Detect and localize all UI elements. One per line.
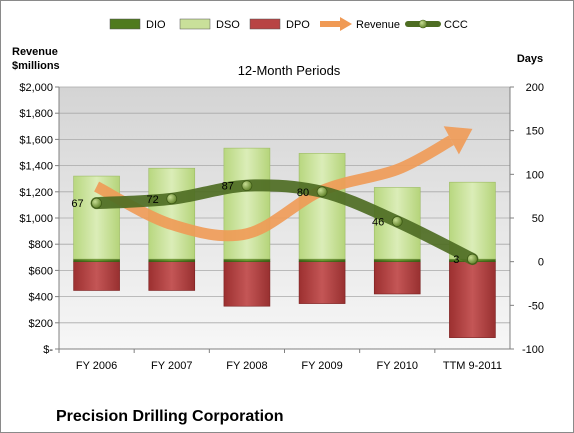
left-axis-title-line2: $millions [12,60,60,72]
ccc-data-label: 87 [222,181,234,193]
ccc-marker [316,186,328,198]
ccc-data-label: 46 [372,216,384,228]
x-tick-label: TTM 9-2011 [443,360,502,372]
right-tick-label: -100 [522,344,544,356]
x-tick-label: FY 2009 [301,360,342,372]
legend-swatch-dpo [249,18,281,30]
company-name: Precision Drilling Corporation [56,408,284,425]
x-tick-label: FY 2008 [226,360,267,372]
dpo-bar [73,261,120,291]
left-tick-label: $- [43,344,53,356]
right-tick-label: 100 [526,169,544,181]
ccc-marker [391,216,403,227]
dpo-bar [298,261,346,304]
revenue-arrowhead [443,126,473,155]
legend-label-revenue: Revenue [356,19,400,31]
left-tick-label: $1,400 [19,161,53,173]
right-tick-label: 50 [532,213,544,225]
x-tick-label: FY 2006 [76,360,117,372]
ccc-marker [467,253,478,265]
revenue-line [94,135,455,242]
legend-marker [418,19,428,29]
legend-arrow-head [340,17,352,31]
x-tick-label: FY 2007 [151,360,192,372]
ccc-marker [91,197,102,209]
legend-swatch-dso [179,18,211,30]
axes: $- $200 $400 $600 $800 $1,000 $1,200 $1,400 $1,6… [19,82,544,372]
dpo-bar [148,261,196,291]
left-tick-label: $200 [29,318,53,330]
ccc-data-label: 72 [147,194,159,206]
dso-bar [298,153,346,260]
legend-label-ccc: CCC [444,19,468,31]
ccc-series: 67 72 87 80 46 3 [71,179,479,266]
dio-bar [148,258,196,262]
right-tick-label: -50 [528,300,544,312]
left-tick-label: $1,600 [19,134,53,146]
legend: DIO DSO DPO Revenue CCC [109,17,468,31]
right-axis-title: Days [517,53,543,65]
left-tick-label: $1,000 [19,213,53,225]
chart-title: 12-Month Periods [238,63,341,78]
ccc-data-label: 67 [71,198,83,210]
dso-bar [223,147,271,260]
x-tick-label: FY 2010 [377,360,418,372]
dpo-bar [373,261,421,295]
dio-bar [373,258,421,262]
right-tick-label: 150 [526,126,544,138]
dio-bar [223,258,271,262]
legend-label-dpo: DPO [286,19,310,31]
legend-label-dio: DIO [146,19,166,31]
left-tick-label: $1,800 [19,108,53,120]
left-tick-label: $800 [29,239,53,251]
ccc-data-label: 80 [297,187,309,199]
dpo-bar [449,261,496,338]
dio-bar [298,258,346,262]
legend-swatch-dio [109,18,141,30]
left-tick-label: $400 [29,292,53,304]
right-tick-label: 200 [526,82,544,94]
ccc-marker [241,180,253,192]
ccc-marker [166,193,178,205]
dio-bar [73,258,120,262]
left-axis-title-line1: Revenue [12,46,58,58]
revenue-series [94,126,473,242]
ccc-data-label: 3 [453,254,459,266]
legend-label-dso: DSO [216,19,240,31]
left-tick-label: $1,200 [19,187,53,199]
right-tick-label: 0 [538,257,544,269]
dpo-bar [223,261,271,307]
left-tick-label: $600 [29,265,53,277]
left-tick-label: $2,000 [19,82,53,94]
